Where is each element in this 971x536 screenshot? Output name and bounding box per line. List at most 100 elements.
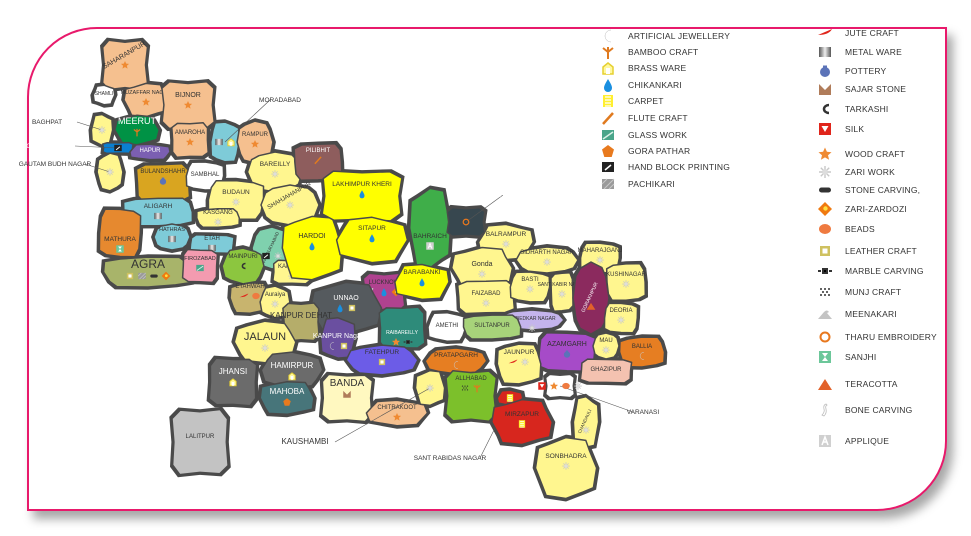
district-shape[interactable] bbox=[618, 336, 666, 368]
district-meerut[interactable]: MEERUT bbox=[114, 114, 160, 146]
district-shape[interactable] bbox=[579, 358, 633, 384]
district-shape[interactable] bbox=[408, 187, 452, 269]
district-bareilly[interactable]: BAREILLY bbox=[246, 151, 304, 193]
district-shape[interactable] bbox=[171, 408, 229, 476]
district-muzaffarnagar[interactable]: MUZAFFAR NAGAR bbox=[121, 82, 172, 118]
district-baghpat[interactable]: BAGHPAT bbox=[32, 113, 114, 147]
district-bijnor[interactable]: BIJNOR bbox=[161, 80, 215, 130]
legend-item-bamboo-craft: BAMBOO CRAFT bbox=[600, 44, 698, 60]
district-shape[interactable] bbox=[572, 395, 600, 448]
district-mau[interactable]: MAU bbox=[592, 332, 620, 360]
district-ghazipur[interactable]: GHAZIPUR bbox=[579, 358, 633, 384]
district-amaroha[interactable]: AMAROHA bbox=[171, 121, 209, 159]
district-amethi[interactable]: AMETHI bbox=[427, 311, 467, 342]
district-bulandshahr[interactable]: BULANDSHAHR bbox=[135, 163, 191, 203]
district-shape[interactable] bbox=[462, 314, 522, 340]
district-gautambudhnagar[interactable]: GAUTAM BUDH NAGAR bbox=[19, 152, 124, 192]
district-shravasti[interactable]: SHRAVASTI bbox=[446, 192, 531, 238]
district-shamli[interactable]: SHAMLI bbox=[92, 84, 116, 106]
district-ballia[interactable]: BALLIA bbox=[618, 336, 666, 368]
drop-icon bbox=[359, 190, 365, 199]
district-shape[interactable] bbox=[129, 143, 171, 161]
district-shape[interactable] bbox=[92, 84, 116, 106]
district-shape[interactable] bbox=[445, 370, 498, 422]
legend-item-tharu-embroidery: THARU EMBROIDERY bbox=[817, 329, 937, 345]
district-kanpurnagar[interactable]: KANPUR Nagar bbox=[313, 317, 364, 359]
district-mirzapur[interactable]: MIRZAPUR bbox=[491, 398, 554, 446]
district-moradabad[interactable]: MORADABAD bbox=[210, 97, 301, 163]
district-shape[interactable] bbox=[260, 351, 324, 389]
district-santkabirnagar[interactable]: SANT KABIR NAGAR bbox=[538, 272, 587, 312]
district-hapur[interactable]: HAPUR bbox=[129, 143, 171, 161]
sanjhi-icon bbox=[116, 245, 124, 253]
legend-item-carpet: CARPET bbox=[600, 93, 664, 109]
district-label: SIDHARTH NAGAR bbox=[520, 250, 574, 256]
district-label: BUDAUN bbox=[222, 189, 250, 196]
district-shahjahanpur[interactable]: SHAHJAHANPUR bbox=[260, 181, 320, 226]
district-sultanpur[interactable]: SULTANPUR bbox=[462, 314, 522, 340]
sanjhi-icon bbox=[819, 351, 831, 363]
district-chitrakoot[interactable]: CHITRAKOOT bbox=[365, 399, 429, 427]
district-label: AGRA bbox=[131, 257, 165, 271]
legend-item-pachikari: PACHIKARI bbox=[600, 176, 675, 192]
district-fatehpur[interactable]: FATEHPUR bbox=[345, 344, 419, 376]
district-label: HAMIRPUR bbox=[271, 361, 314, 370]
district-bahraich[interactable]: BAHRAICH bbox=[408, 187, 452, 269]
district-hathras[interactable]: HATHRAS bbox=[153, 223, 191, 251]
district-shape[interactable] bbox=[98, 208, 142, 258]
district-shape[interactable] bbox=[427, 311, 467, 342]
district-hardoi[interactable]: HARDOI bbox=[281, 215, 343, 281]
district-faizabad[interactable]: FAIZABAD bbox=[456, 279, 516, 315]
district-shape[interactable] bbox=[365, 399, 429, 427]
district-mahoba[interactable]: MAHOBA bbox=[259, 381, 315, 416]
district-shape[interactable] bbox=[378, 306, 426, 350]
district-raibareilly[interactable]: RAIBAREILLY bbox=[378, 306, 426, 350]
district-agra[interactable]: AGRA bbox=[102, 256, 194, 288]
legend-item-sajar-stone: SAJAR STONE bbox=[817, 81, 906, 97]
district-label: FIROZABAD bbox=[184, 256, 216, 262]
district-sidharthnagar[interactable]: SIDHARTH NAGAR bbox=[515, 246, 579, 274]
district-sonbhadra[interactable]: SONBHADRA bbox=[534, 436, 598, 500]
district-jhansi[interactable]: JHANSI bbox=[208, 357, 258, 407]
district-jaunpur[interactable]: JAUNPUR bbox=[496, 343, 542, 385]
district-shape[interactable] bbox=[210, 121, 240, 163]
district-gorakhpur[interactable]: GORAKHPUR bbox=[572, 261, 610, 335]
district-label: MEERUT bbox=[118, 116, 157, 126]
district-barabanki[interactable]: BARABANKI bbox=[394, 263, 450, 301]
district-banda[interactable]: BANDA bbox=[320, 373, 374, 423]
district-shape[interactable] bbox=[496, 343, 542, 385]
district-shape[interactable] bbox=[320, 373, 374, 423]
district-saharanpur[interactable]: SAHARANPUR bbox=[101, 39, 149, 91]
district-kaushambi[interactable]: KAUSHAMBI bbox=[281, 369, 446, 446]
district-shape[interactable] bbox=[456, 279, 516, 315]
district-sitapur[interactable]: SITAPUR bbox=[335, 216, 409, 264]
district-label: BANDA bbox=[330, 378, 365, 389]
district-shape[interactable] bbox=[259, 381, 315, 416]
district-kanpurdehat[interactable]: KANPUR DEHAT bbox=[270, 302, 332, 342]
district-pratapgarh[interactable]: PRATAPGARH bbox=[424, 347, 488, 375]
district-shape[interactable] bbox=[592, 332, 620, 360]
district-ghaziabad[interactable]: GHAZIABAD bbox=[26, 141, 135, 155]
district-firozabad[interactable]: FIROZABAD bbox=[181, 248, 219, 284]
star-icon bbox=[183, 100, 193, 109]
district-deoria[interactable]: DEORIA bbox=[603, 302, 639, 334]
district-kushinagar[interactable]: KUSHINAGAR bbox=[605, 262, 646, 302]
district-allhabad[interactable]: ALLHABAD bbox=[445, 370, 498, 422]
district-mainpuri[interactable]: MAINPURI bbox=[221, 247, 265, 285]
district-label: SITAPUR bbox=[358, 225, 386, 232]
district-basti[interactable]: BASTI bbox=[509, 271, 551, 303]
district-shape[interactable] bbox=[572, 261, 610, 335]
district-lakhimpurkheri[interactable]: LAKHIMPUR KHERI bbox=[321, 170, 403, 222]
district-shape[interactable] bbox=[102, 256, 194, 288]
leader-line bbox=[334, 387, 431, 443]
district-chandauli[interactable]: CHANDAULI bbox=[572, 395, 600, 448]
district-shape[interactable] bbox=[282, 302, 320, 342]
pot-icon bbox=[563, 350, 571, 358]
district-varanasi[interactable]: VARANASI bbox=[538, 373, 659, 416]
district-shape[interactable] bbox=[196, 208, 241, 228]
district-rampur[interactable]: RAMPUR bbox=[236, 120, 274, 164]
district-hamirpur[interactable]: HAMIRPUR bbox=[260, 351, 324, 389]
district-kasganj[interactable]: KASGANG bbox=[196, 208, 241, 228]
district-lalitpur[interactable]: LALITPUR bbox=[171, 408, 229, 476]
district-mathura[interactable]: MATHURA bbox=[98, 208, 142, 258]
